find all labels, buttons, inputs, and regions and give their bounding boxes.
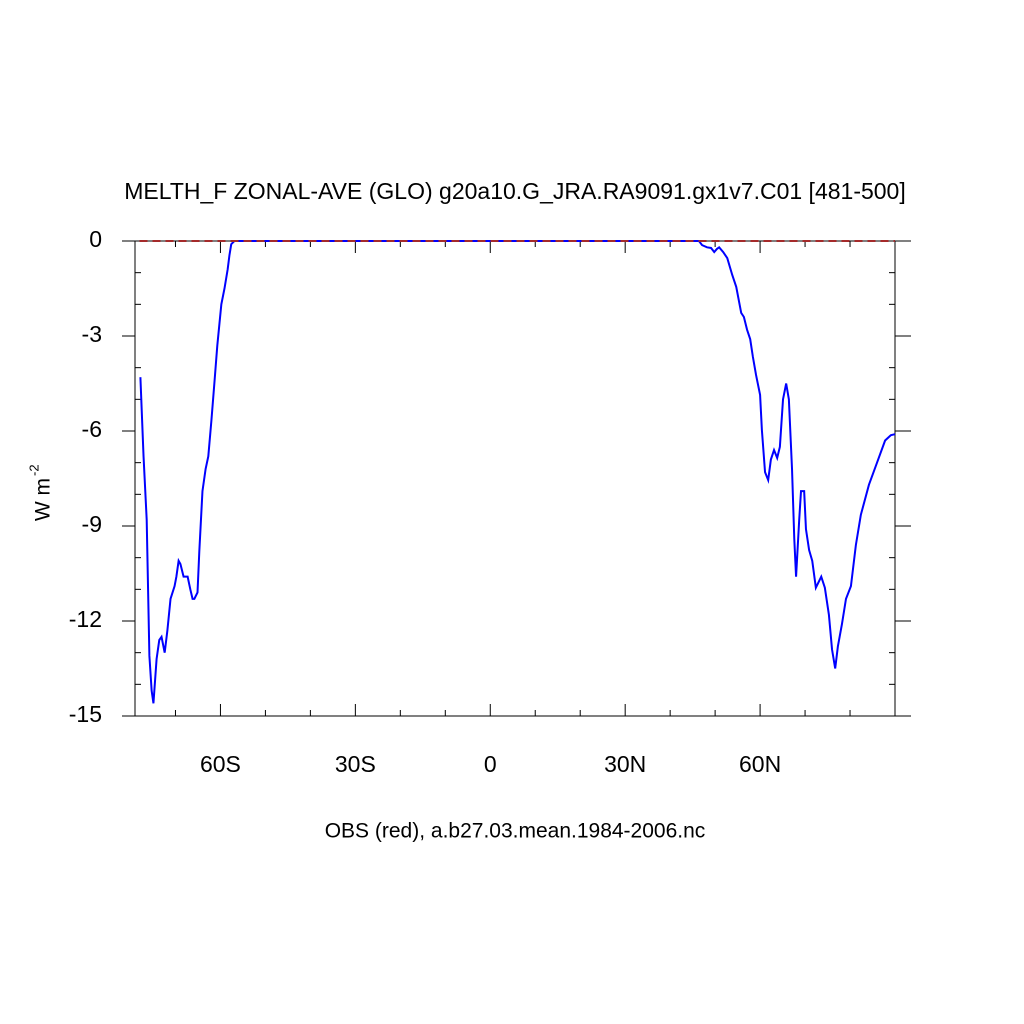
y-axis-label: W m [32,478,55,521]
y-tick-label: -15 [69,701,102,727]
y-tick-label: 0 [89,226,102,252]
y-tick-label: -9 [82,511,102,537]
x-tick-label: 0 [484,751,497,777]
y-tick-label: -3 [82,321,102,347]
y-tick-label: -6 [82,416,102,442]
y-axis-label-group: W m -2 [26,464,54,521]
x-tick-label: 60S [200,751,241,777]
data-line [139,240,896,704]
x-tick-label: 30S [335,751,376,777]
x-axis-label: OBS (red), a.b27.03.mean.1984-2006.nc [325,820,706,843]
plot-frame [134,240,896,717]
x-tick-label: 60N [739,751,781,777]
x-tick-label: 30N [604,751,646,777]
y-axis-label-superscript: -2 [26,464,41,476]
y-tick-label: -12 [69,606,102,632]
chart-title: MELTH_F ZONAL-AVE (GLO) g20a10.G_JRA.RA9… [124,178,906,204]
